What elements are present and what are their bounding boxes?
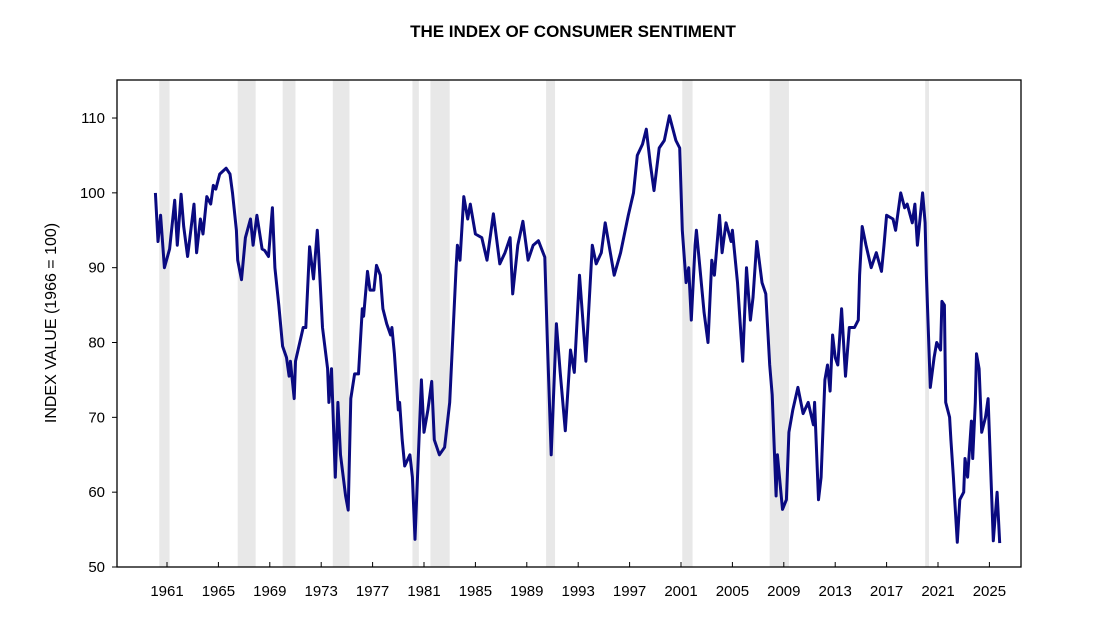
recession-band — [682, 80, 693, 567]
x-tick-label: 2025 — [973, 583, 1006, 600]
series-lines — [153, 114, 1002, 544]
y-tick-label: 80 — [88, 335, 105, 352]
x-tick-label: 1989 — [510, 583, 543, 600]
x-tick-label: 1969 — [253, 583, 286, 600]
x-tick-label: 1961 — [150, 583, 183, 600]
y-tick-label: 60 — [88, 484, 105, 501]
recession-band — [412, 80, 419, 567]
x-axis: 1961 1965 1969 1973 1977 1981 1985 1989 1993 1997… — [150, 562, 1006, 600]
x-tick-label: 2005 — [716, 583, 749, 600]
plot-frame — [116, 79, 1022, 568]
y-axis-label: INDEX VALUE (1966 = 100) — [43, 223, 60, 423]
y-tick-label: 90 — [88, 260, 105, 277]
recession-band — [282, 80, 296, 567]
x-tick-label: 1993 — [562, 583, 595, 600]
chart-title: THE INDEX OF CONSUMER SENTIMENT — [410, 22, 736, 41]
x-tick-label: 1973 — [305, 583, 338, 600]
x-tick-label: 1985 — [459, 583, 492, 600]
y-tick-label: 110 — [81, 110, 105, 127]
y-tick-label: 70 — [88, 409, 105, 426]
x-tick-label: 2021 — [921, 583, 954, 600]
x-tick-label: 1981 — [407, 583, 440, 600]
x-tick-label: 2001 — [664, 583, 697, 600]
recession-band — [546, 80, 556, 567]
x-tick-label: 2013 — [819, 583, 852, 600]
x-tick-label: 1965 — [202, 583, 235, 600]
y-tick-label: 100 — [80, 185, 105, 202]
series-line — [153, 114, 1002, 544]
x-tick-label: 2009 — [767, 583, 800, 600]
recession-bands — [159, 80, 930, 567]
x-tick-label: 1997 — [613, 583, 646, 600]
recession-band — [332, 80, 350, 567]
x-tick-label: 2017 — [870, 583, 903, 600]
recession-band — [159, 80, 170, 567]
recession-band — [430, 80, 450, 567]
recession-band — [237, 80, 256, 567]
y-axis: 50 60 70 80 90 100 110 — [80, 110, 117, 576]
y-tick-label: 50 — [88, 559, 105, 576]
x-tick-label: 1977 — [356, 583, 389, 600]
